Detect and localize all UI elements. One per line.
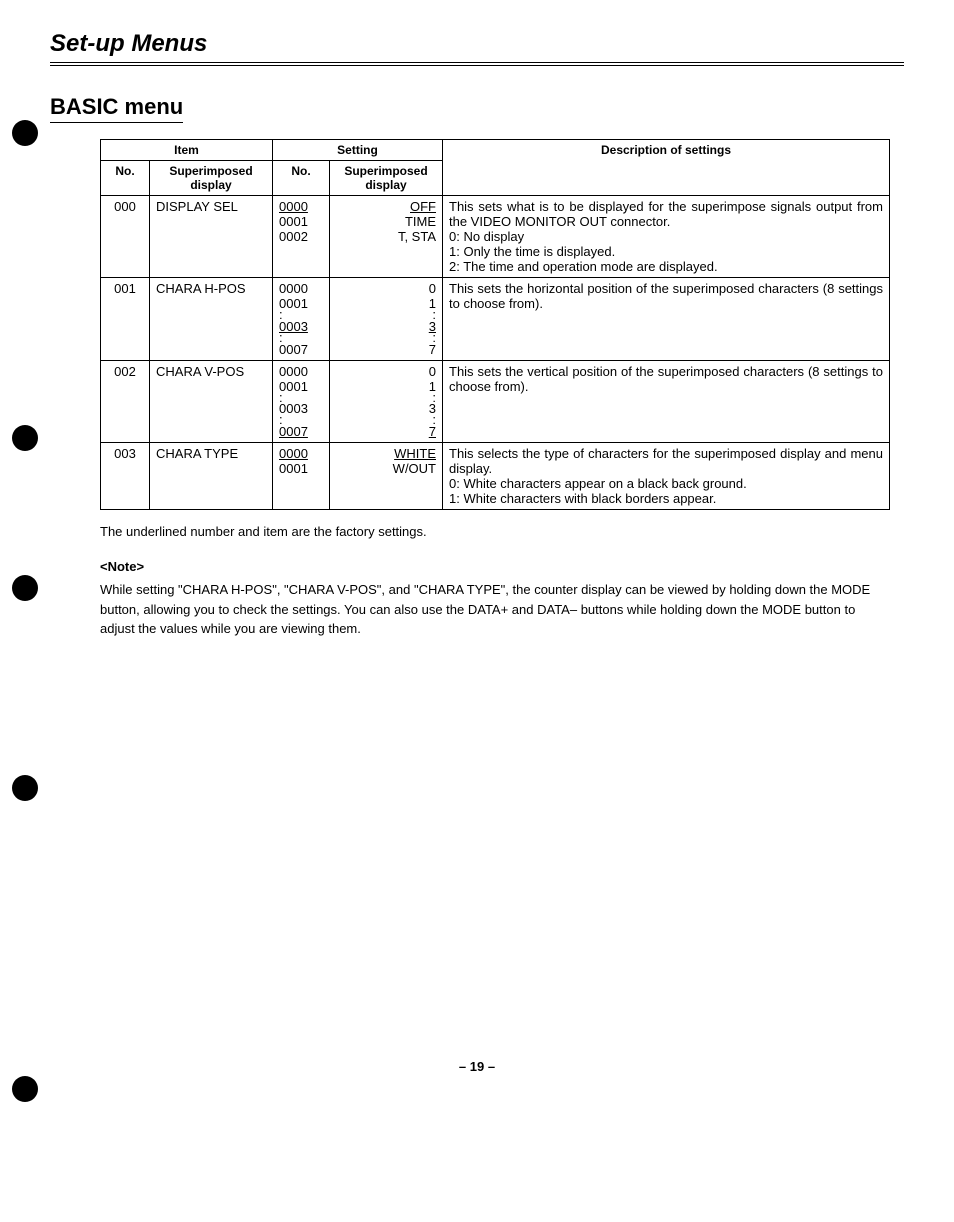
cell-item-name: CHARA H-POS [150,278,273,361]
page-title: Set-up Menus [50,30,904,58]
cell-setting-no: 00000001 [273,443,330,510]
cell-item-no: 001 [101,278,150,361]
cell-desc: This selects the type of characters for … [443,443,890,510]
cell-desc: This sets what is to be displayed for th… [443,196,890,278]
note-body: While setting "CHARA H-POS", "CHARA V-PO… [100,580,890,639]
cell-setting-no: 00000001:0003:0007 [273,278,330,361]
table-row: 003CHARA TYPE00000001WHITEW/OUTThis sele… [101,443,890,510]
th-item-no: No. [101,161,150,196]
note-heading: <Note> [100,559,904,574]
cell-setting-val: 01:3:7 [330,278,443,361]
cell-item-name: CHARA V-POS [150,360,273,443]
page-number: – 19 – [50,1059,904,1074]
th-item-disp: Superimposed display [150,161,273,196]
factory-settings-footnote: The underlined number and item are the f… [100,524,904,539]
cell-setting-no: 00000001:0003:0007 [273,360,330,443]
cell-setting-val: WHITEW/OUT [330,443,443,510]
table-row: 001CHARA H-POS00000001:0003:000701:3:7Th… [101,278,890,361]
cell-desc: This sets the horizontal position of the… [443,278,890,361]
cell-item-no: 002 [101,360,150,443]
cell-desc: This sets the vertical position of the s… [443,360,890,443]
cell-item-name: CHARA TYPE [150,443,273,510]
th-setting: Setting [273,140,443,161]
th-item: Item [101,140,273,161]
cell-setting-val: 01:3:7 [330,360,443,443]
cell-setting-no: 000000010002 [273,196,330,278]
th-desc: Description of settings [443,140,890,196]
cell-item-no: 000 [101,196,150,278]
table-row: 002CHARA V-POS00000001:0003:000701:3:7Th… [101,360,890,443]
cell-item-no: 003 [101,443,150,510]
cell-setting-val: OFFTIMET, STA [330,196,443,278]
section-title: BASIC menu [50,94,183,123]
basic-menu-table: Item Setting Description of settings No.… [100,139,890,510]
cell-item-name: DISPLAY SEL [150,196,273,278]
table-row: 000DISPLAY SEL000000010002OFFTIMET, STAT… [101,196,890,278]
title-rule [50,62,904,66]
th-setting-disp: Superimposed display [330,161,443,196]
th-setting-no: No. [273,161,330,196]
